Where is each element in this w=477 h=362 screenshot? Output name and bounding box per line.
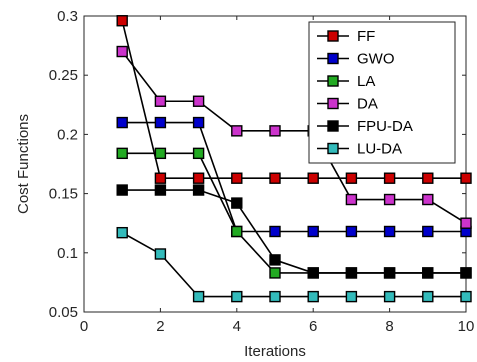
- data-point: [460, 172, 472, 184]
- x-tick-label: 2: [156, 318, 164, 335]
- y-tick-label: 0.05: [49, 304, 78, 321]
- data-point: [269, 290, 281, 303]
- y-tick-label: 0.15: [49, 186, 78, 203]
- data-point: [422, 225, 434, 238]
- legend-marker: [327, 97, 339, 110]
- data-point: [307, 225, 319, 238]
- data-point: [192, 116, 205, 129]
- legend-item: GWO: [317, 51, 395, 68]
- data-point: [345, 225, 358, 238]
- legend-item: FPU-DA: [317, 118, 413, 135]
- data-point: [422, 267, 434, 279]
- series-ff: [116, 15, 472, 184]
- legend-box: [308, 21, 456, 164]
- data-point: [307, 290, 319, 303]
- data-point: [269, 254, 281, 266]
- series-group: [116, 15, 472, 303]
- legend-label: FF: [357, 28, 375, 45]
- data-point: [116, 116, 128, 129]
- series-lu-da: [116, 226, 472, 303]
- axis-ticks: 0 2 4 6 8 10 0.05 0.1 0.15 0.2 0.25 0.3: [49, 8, 475, 335]
- data-point: [231, 172, 243, 184]
- data-point: [269, 267, 281, 279]
- data-point: [422, 193, 434, 206]
- data-point: [154, 116, 167, 129]
- data-point: [154, 147, 167, 160]
- data-point: [192, 172, 205, 184]
- data-point: [192, 95, 205, 107]
- data-point: [422, 290, 434, 303]
- data-point: [231, 125, 243, 137]
- series-line: [121, 51, 467, 224]
- legend-label: LU-DA: [357, 141, 402, 158]
- data-point: [345, 193, 358, 206]
- x-tick-label: 0: [80, 318, 88, 335]
- y-axis-label: Cost Functions: [15, 114, 32, 214]
- y-tick-label: 0.25: [49, 67, 78, 84]
- legend-label: LA: [357, 73, 375, 90]
- data-point: [154, 248, 167, 260]
- data-point: [460, 217, 472, 229]
- legend-item: FF: [317, 28, 375, 45]
- legend-marker: [327, 75, 339, 87]
- legend-marker: [327, 52, 339, 65]
- legend-item: LA: [317, 73, 375, 90]
- data-point: [269, 125, 281, 137]
- data-point: [269, 225, 281, 238]
- legend-label: DA: [357, 96, 378, 113]
- data-point: [345, 267, 358, 279]
- data-point: [383, 267, 396, 279]
- x-tick-label: 8: [385, 318, 393, 335]
- data-point: [154, 172, 167, 184]
- data-point: [383, 290, 396, 303]
- data-point: [269, 172, 281, 184]
- x-tick-label: 6: [309, 318, 317, 335]
- legend-marker: [327, 142, 339, 155]
- data-point: [345, 290, 358, 303]
- data-point: [383, 172, 396, 184]
- x-axis-label: Iterations: [244, 343, 306, 360]
- data-point: [307, 267, 319, 279]
- data-point: [231, 290, 243, 303]
- data-point: [192, 184, 205, 196]
- series-line: [121, 20, 466, 180]
- data-point: [116, 184, 128, 196]
- legend-label: FPU-DA: [357, 118, 413, 135]
- series-line: [121, 231, 466, 298]
- legend-item: DA: [317, 96, 378, 113]
- series-line: [122, 189, 466, 274]
- legend-label: GWO: [357, 51, 395, 68]
- data-point: [116, 45, 128, 58]
- data-point: [460, 267, 472, 279]
- x-tick-label: 4: [233, 318, 241, 335]
- y-tick-label: 0.1: [57, 245, 78, 262]
- data-point: [154, 95, 167, 107]
- data-point: [154, 184, 167, 196]
- data-point: [460, 290, 472, 303]
- series-line: [122, 121, 466, 233]
- data-point: [383, 193, 396, 206]
- legend-marker: [327, 120, 339, 132]
- data-point: [192, 147, 205, 160]
- y-tick-label: 0.2: [57, 126, 78, 143]
- data-point: [383, 225, 396, 238]
- data-point: [422, 172, 434, 184]
- legend-item: LU-DA: [317, 141, 402, 158]
- legend: FF GWO LA DA FPU-DA LU-DA: [308, 21, 456, 164]
- data-point: [231, 225, 243, 238]
- data-point: [116, 226, 128, 239]
- x-tick-label: 10: [458, 318, 475, 335]
- data-point: [231, 197, 243, 209]
- y-tick-label: 0.3: [57, 8, 78, 25]
- series-fpu-da: [116, 184, 472, 279]
- data-point: [307, 172, 319, 184]
- data-point: [116, 15, 128, 27]
- data-point: [116, 147, 128, 160]
- data-point: [192, 290, 205, 303]
- data-point: [345, 172, 358, 184]
- legend-marker: [327, 30, 339, 42]
